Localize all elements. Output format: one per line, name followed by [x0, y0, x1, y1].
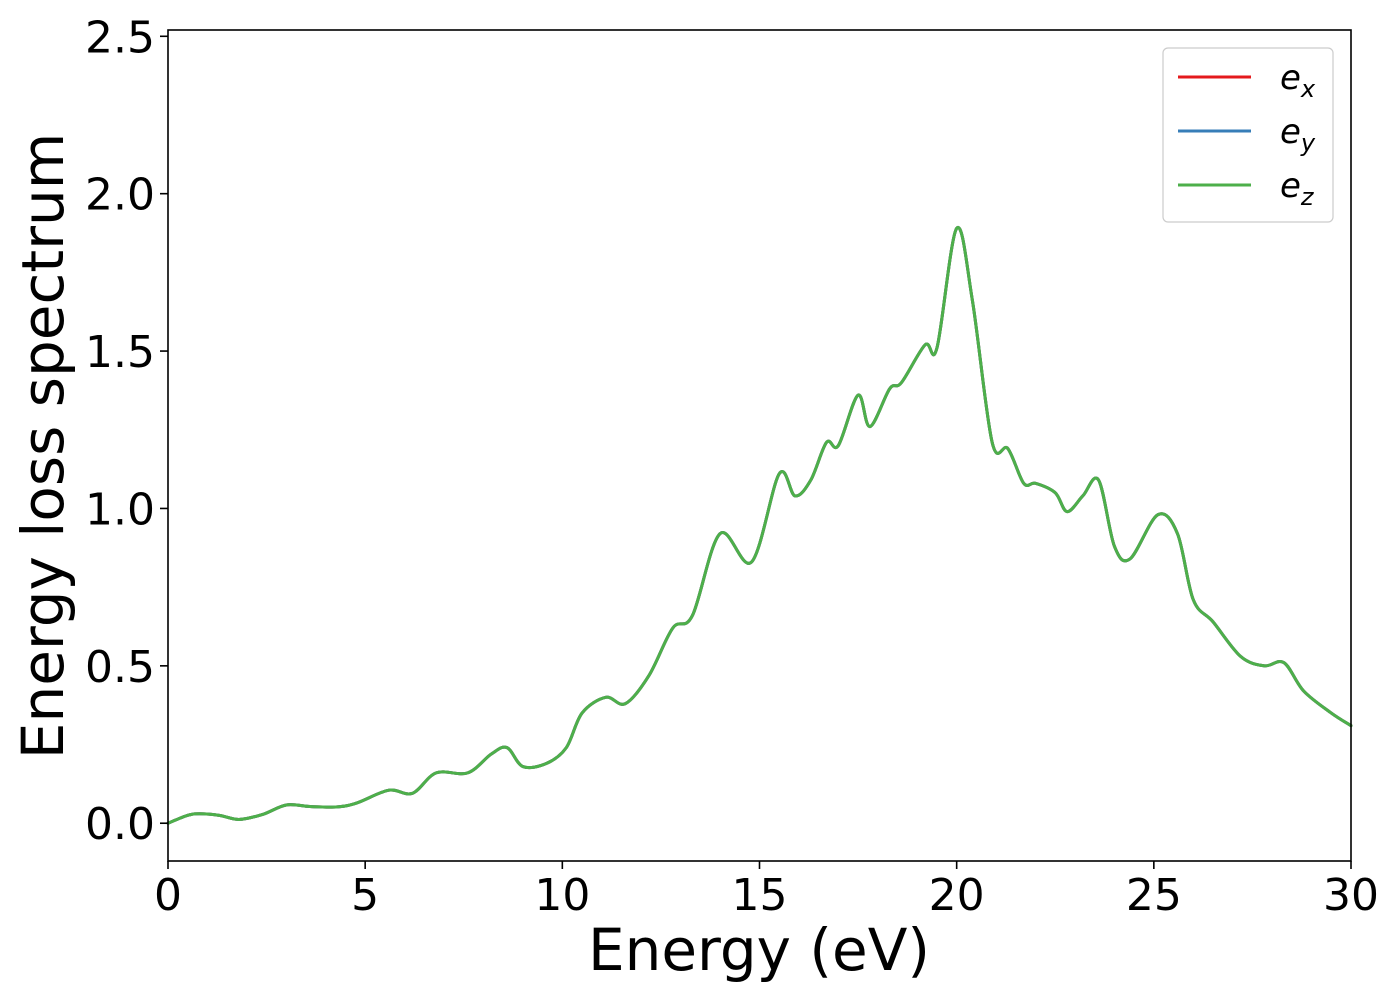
series-layer [166, 225, 1353, 825]
y-tick-label: 2.5 [85, 12, 155, 63]
y-tick-label: 1.5 [85, 327, 155, 378]
x-axis-title: Energy (eV) [588, 916, 930, 984]
y-tick-label: 0.0 [85, 799, 155, 850]
y-tick-label: 0.5 [85, 642, 155, 693]
legend-label: ex [1280, 58, 1316, 103]
x-tick-label: 30 [1323, 870, 1379, 921]
legend-label: ey [1280, 112, 1316, 157]
x-tick-label: 0 [154, 870, 182, 921]
x-tick-label: 20 [929, 870, 985, 921]
x-tick-label: 15 [732, 870, 788, 921]
y-axis-title: Energy loss spectrum [9, 133, 77, 759]
legend-box [1162, 47, 1334, 223]
x-tick-label: 25 [1126, 870, 1182, 921]
ticks-layer: 0 5 10 15 20 25 30 0.0 0.5 1.0 1.5 2.0 2.5 [85, 12, 1379, 921]
y-tick-label: 1.0 [85, 484, 155, 535]
series-line-ez [166, 225, 1353, 825]
x-tick-label: 5 [351, 870, 379, 921]
x-tick-label: 10 [534, 870, 590, 921]
y-tick-label: 2.0 [85, 170, 155, 221]
